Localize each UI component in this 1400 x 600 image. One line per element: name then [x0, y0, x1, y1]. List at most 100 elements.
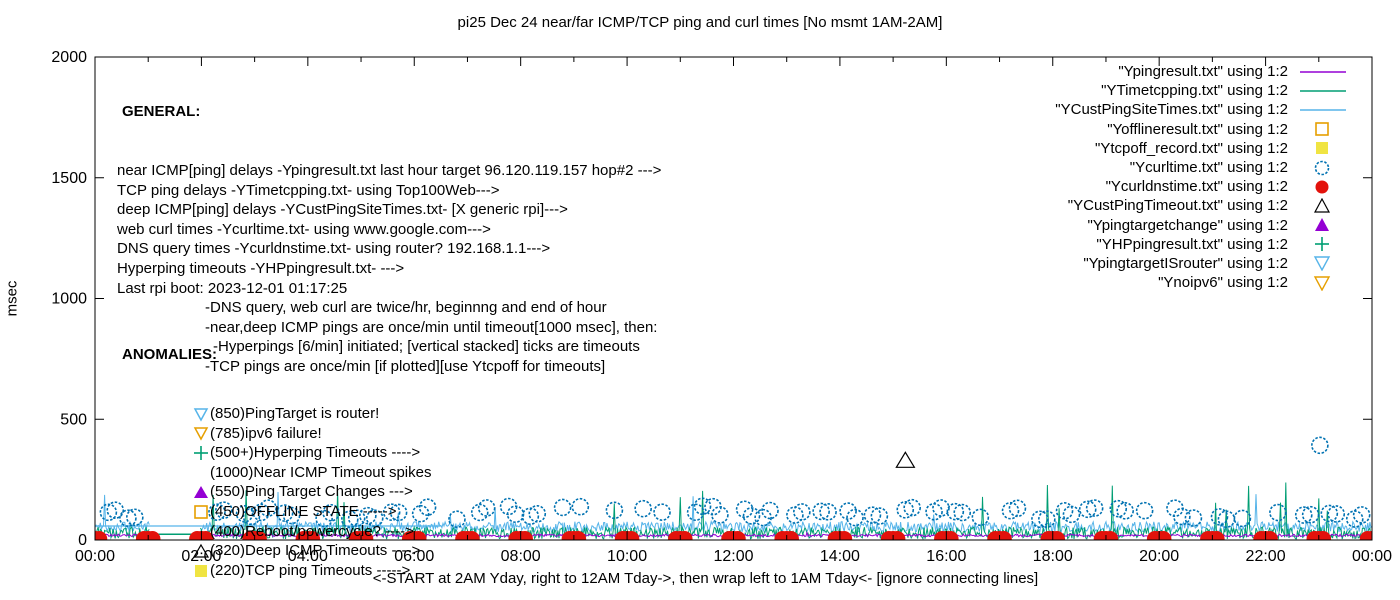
legend-item: "Ytcpoff_record.txt" using 1:2 — [1055, 139, 1352, 158]
curl-circle-marker — [686, 503, 705, 522]
legend-label: "Ycurltime.txt" using 1:2 — [1129, 159, 1288, 177]
curl-circle-marker — [99, 503, 118, 522]
legend-sample — [1294, 64, 1352, 80]
legend-sample-line — [1300, 109, 1346, 111]
curl-circle-marker — [1269, 503, 1287, 522]
anomaly-text: (450)OFFLINE STATE -----> — [210, 502, 397, 520]
curl-circle-marker — [896, 501, 915, 519]
legend-sample-plus — [1315, 237, 1329, 252]
dns-dot-marker — [836, 531, 853, 540]
y-tick-label: 1500 — [51, 170, 87, 187]
curl-circle-marker — [448, 510, 466, 528]
legend-label: "YHPpingresult.txt" using 1:2 — [1096, 235, 1288, 253]
curl-circle-marker — [418, 498, 437, 516]
dns-dot-marker — [729, 531, 746, 540]
curl-circle-marker — [521, 507, 540, 526]
general-line: Last rpi boot: 2023-12-01 01:17:25 — [117, 279, 348, 297]
deep-timeout-triangle-marker — [895, 451, 916, 468]
dns-dot-marker — [95, 531, 108, 540]
anomaly-text: (550)Ping Target Changes ---> — [210, 483, 413, 501]
legend-item: "YCustPingTimeout.txt" using 1:2 — [1055, 196, 1352, 215]
legend-sample — [1294, 179, 1352, 195]
curl-circle-marker — [1078, 500, 1097, 519]
legend-item: "YTimetcpping.txt" using 1:2 — [1055, 81, 1352, 100]
legend-sample — [1294, 140, 1352, 156]
curl-circle-marker — [499, 497, 518, 516]
general-line: -near,deep ICMP pings are once/min until… — [205, 318, 658, 336]
dns-dot-marker — [995, 531, 1012, 540]
x-tick-label: 06:00 — [394, 548, 434, 565]
legend-sample-tri_up_filled — [1315, 218, 1329, 232]
curl-circle-marker — [819, 503, 837, 521]
legend-label: "Yofflineresult.txt" using 1:2 — [1107, 120, 1288, 138]
legend-sample-tri_down_open — [1313, 256, 1331, 272]
curl-circle-marker — [1038, 510, 1056, 528]
anomaly-text: (320)Deep ICMP Timeouts ----> — [210, 542, 421, 560]
chart-title: pi25 Dec 24 near/far ICMP/TCP ping and c… — [457, 14, 943, 31]
x-tick-label: 04:00 — [288, 548, 328, 565]
legend-sample — [1294, 217, 1352, 233]
x-tick-label: 14:00 — [820, 548, 860, 565]
y-tick-label: 0 — [78, 532, 87, 549]
curl-circle-marker — [470, 503, 489, 522]
curl-circle-marker — [477, 499, 496, 517]
curl-circle-marker — [1352, 506, 1371, 524]
legend-sample-circle_filled — [1315, 180, 1329, 194]
anomaly-tri_down_open-icon — [193, 408, 209, 422]
y-tick-label: 1000 — [51, 291, 87, 308]
dns-dot-marker — [889, 531, 906, 540]
curl-circle-marker — [634, 499, 652, 518]
legend-label: "YpingtargetISrouter" using 1:2 — [1083, 254, 1288, 272]
legend-sample-circle_open — [1314, 160, 1330, 175]
legend-label: "Ypingtargetchange" using 1:2 — [1087, 216, 1288, 234]
curl-circle-marker — [839, 502, 857, 520]
curl-circle-marker — [1135, 501, 1154, 520]
anomaly-tri_down_open-icon — [193, 427, 209, 441]
legend-sample — [1294, 83, 1352, 99]
curl-circle-marker — [1320, 504, 1339, 523]
dns-dot-marker — [782, 531, 799, 540]
curl-circle-marker — [1184, 509, 1203, 527]
general-line: TCP ping delays -YTimetcpping.txt- using… — [117, 181, 500, 199]
legend-label: "YTimetcpping.txt" using 1:2 — [1101, 82, 1288, 100]
general-line: deep ICMP[ping] delays -YCustPingSiteTim… — [117, 201, 568, 219]
curl-circle-marker — [359, 506, 377, 525]
curl-circle-marker — [528, 504, 547, 523]
curl-circle-marker — [119, 509, 137, 528]
x-tick-label: 10:00 — [607, 548, 647, 565]
x-tick-label: 22:00 — [1246, 548, 1286, 565]
curl-circle-marker — [275, 504, 294, 522]
curl-circle-marker — [106, 501, 125, 519]
dns-dot-marker — [676, 531, 693, 540]
x-tick-label: 00:00 — [75, 548, 115, 565]
anomaly-item: (320)Deep ICMP Timeouts ----> — [122, 541, 431, 561]
curl-circle-marker — [735, 500, 754, 519]
legend-sample-tri_up_open — [1313, 197, 1331, 213]
legend-item: "YHPpingresult.txt" using 1:2 — [1055, 235, 1352, 254]
curl-circle-marker — [235, 504, 254, 523]
legend-item: "YCustPingSiteTimes.txt" using 1:2 — [1055, 100, 1352, 119]
dns-dot-marker — [1049, 531, 1066, 540]
general-line: -DNS query, web curl are twice/hr, begin… — [205, 299, 607, 317]
dns-dot-marker — [1368, 532, 1372, 540]
legend-sample-square_filled — [1316, 142, 1328, 155]
legend-item: "Ynoipv6" using 1:2 — [1055, 273, 1352, 292]
legend-label: "Ycurldnstime.txt" using 1:2 — [1105, 178, 1288, 196]
curl-circle-marker — [1166, 499, 1184, 517]
curl-circle-marker — [1062, 505, 1081, 524]
anomaly-item: (450)OFFLINE STATE -----> — [122, 502, 431, 522]
curl-circle-marker — [242, 507, 261, 526]
deep-icmp-line — [200, 491, 1372, 534]
x-tick-label: 16:00 — [926, 548, 966, 565]
curl-circle-marker — [208, 503, 226, 521]
anomaly-square_open-icon — [194, 504, 208, 519]
curl-circle-marker — [1109, 499, 1128, 518]
general-line: Hyperping timeouts -YHPpingresult.txt- -… — [117, 259, 405, 277]
y-tick-label: 2000 — [51, 49, 87, 66]
legend-item: "Ycurldnstime.txt" using 1:2 — [1055, 177, 1352, 196]
general-heading: GENERAL: — [122, 103, 201, 121]
legend-sample — [1294, 121, 1352, 137]
dns-dot-marker — [1315, 531, 1332, 540]
curl-circle-marker — [846, 508, 864, 527]
